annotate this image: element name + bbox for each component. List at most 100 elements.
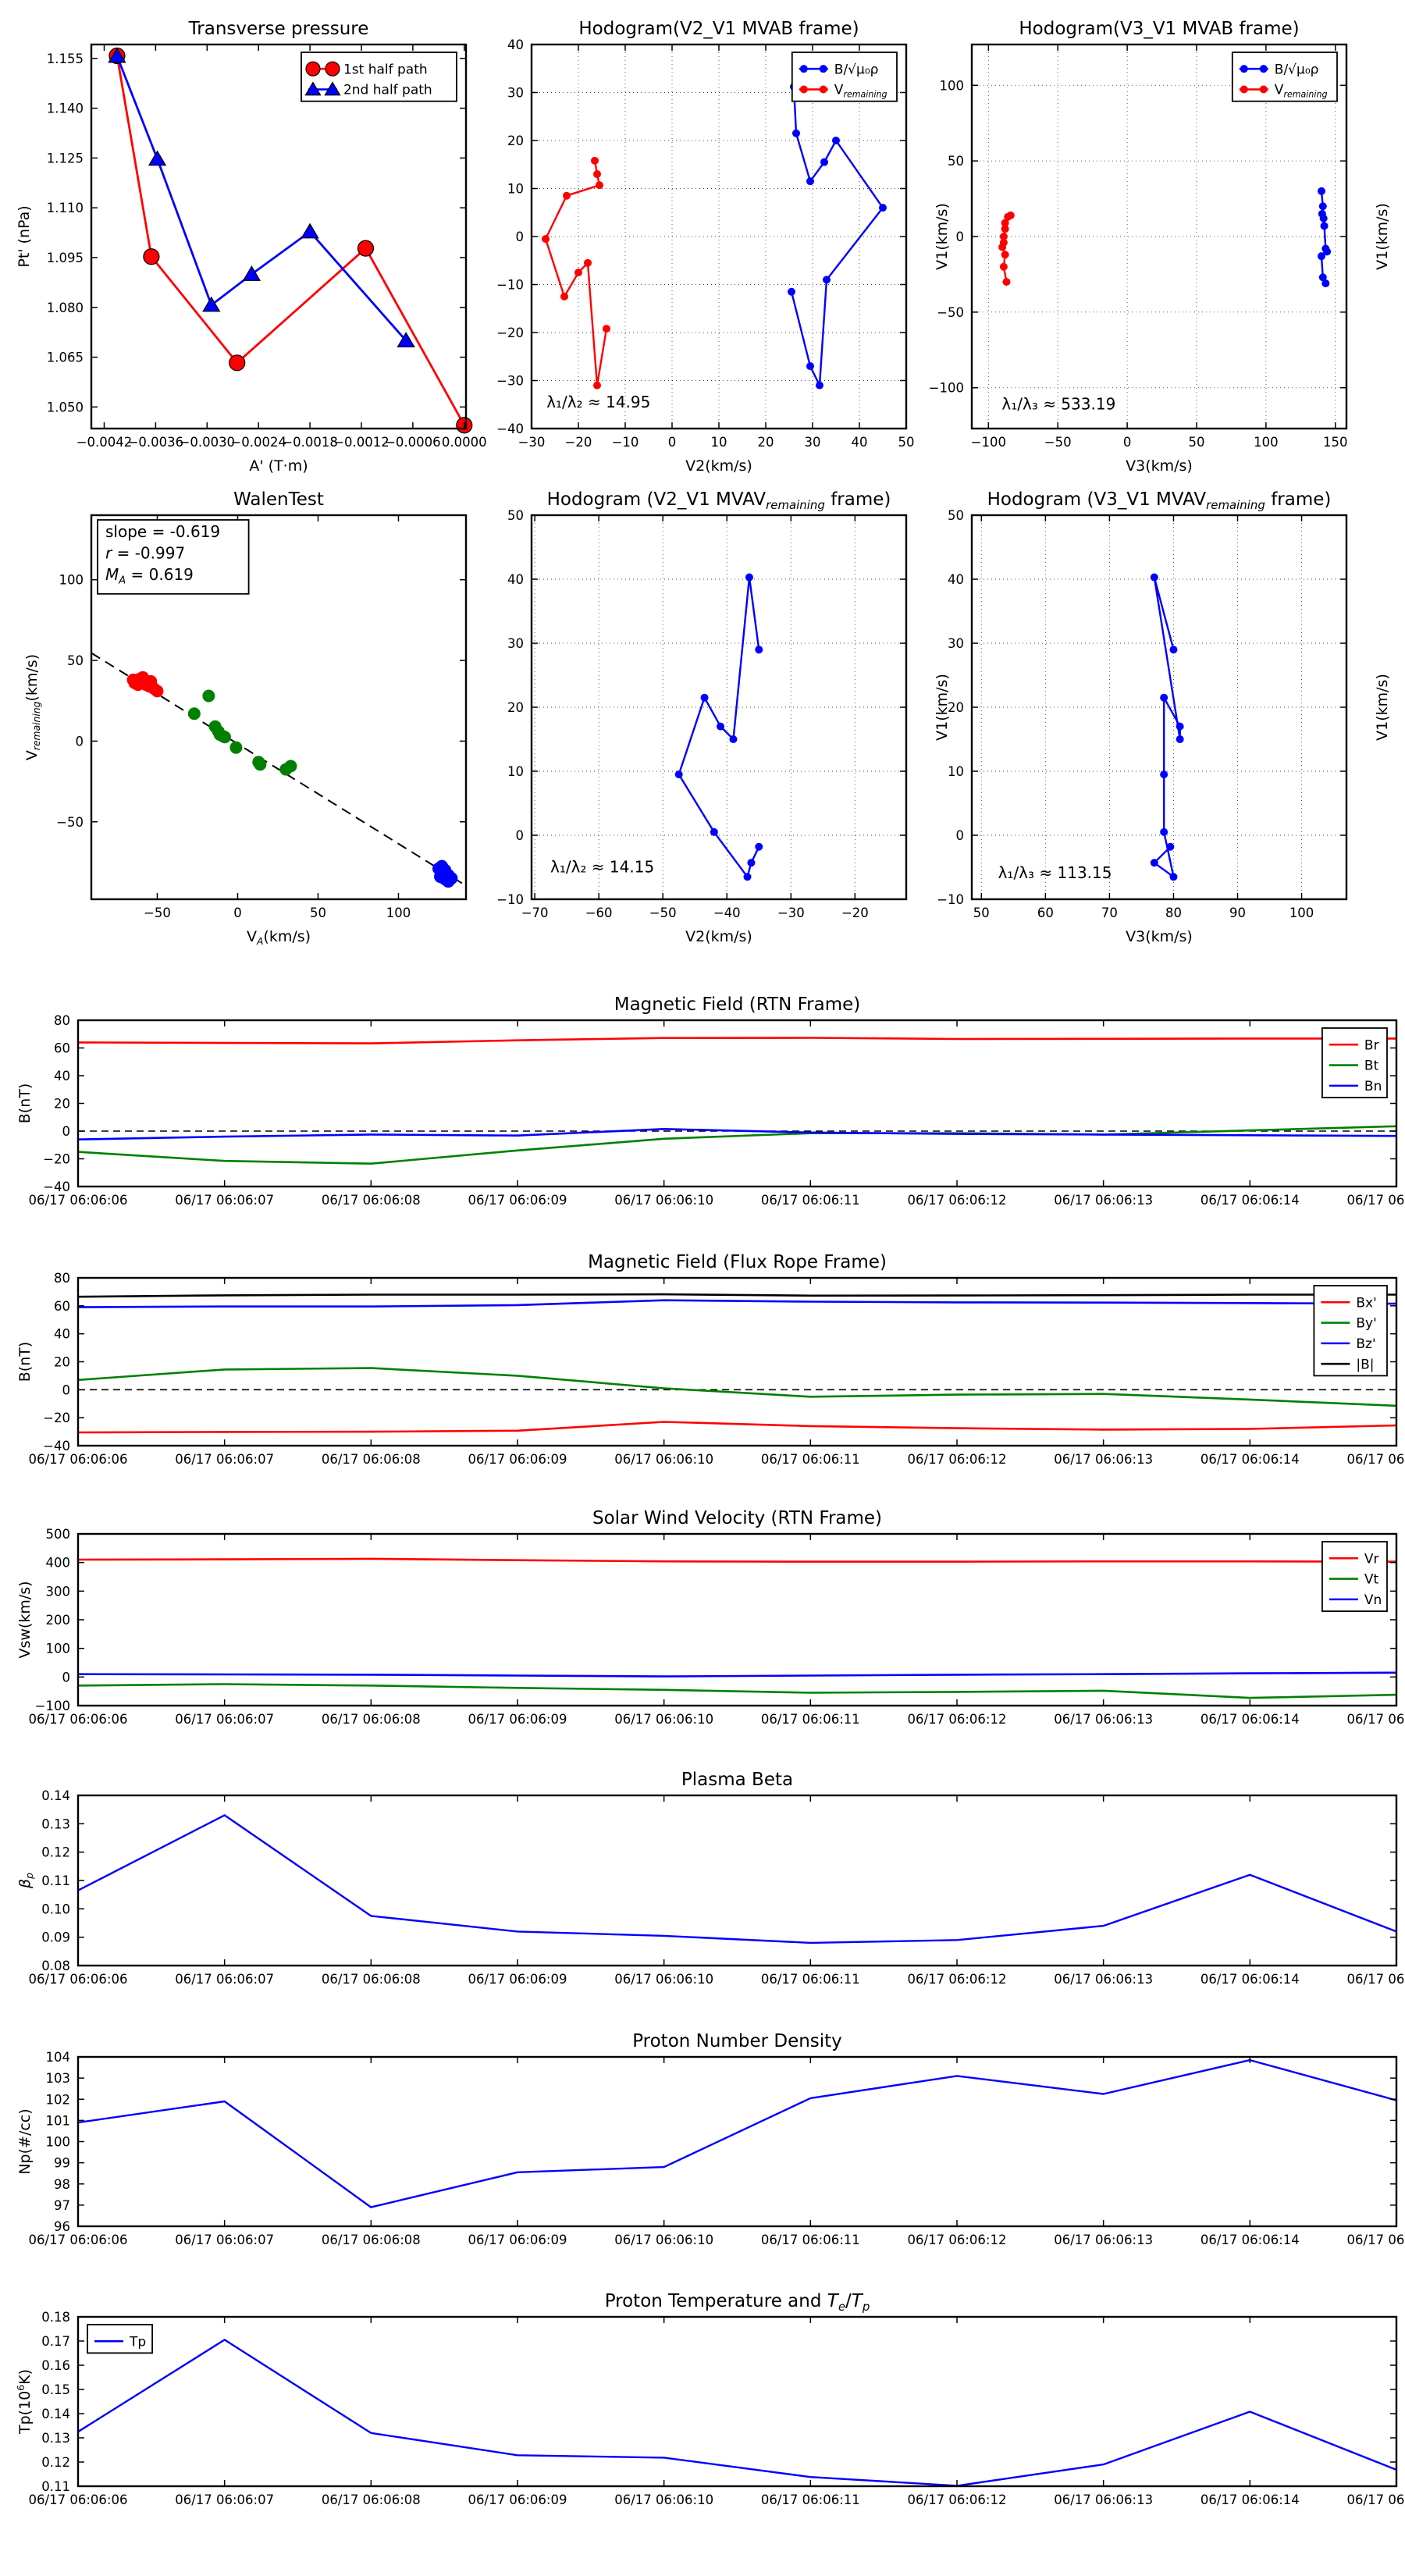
transverse-pressure-xlabel: A' (T·m) [249, 457, 308, 475]
proton-density-xtick-label: 06/17 06:06:07 [175, 2233, 274, 2247]
magnetic-fluxrope-series-B-magnitude [77, 1293, 1396, 1298]
magnetic-rtn-legend-label: Br [1364, 1037, 1379, 1053]
hodogram-v2v1-mvab-title: Hodogram(V2_V1 MVAB frame) [578, 19, 859, 39]
marker-dot [745, 573, 753, 582]
magnetic-fluxrope-xtick-label: 06/17 06:06:06 [29, 1452, 128, 1467]
walen-test-title: WalenTest [233, 489, 324, 510]
proton-density-xtick-label: 06/17 06:06:11 [761, 2233, 860, 2247]
marker-dot [560, 292, 568, 301]
proton-temp-legend-label: Tp [129, 2334, 146, 2350]
hodogram-v2v1-mvab-xtick-label: −10 [612, 435, 639, 450]
proton-density-ytick-label: 96 [54, 2219, 70, 2234]
transverse-pressure-ytick-label: 1.050 [47, 400, 84, 415]
magnetic-fluxrope-xtick-label: 06/17 06:06:13 [1054, 1452, 1153, 1467]
marker-dot [755, 842, 763, 851]
hodogram-v3v1-mvab-plot: −100 −50 0 50 100 150 −100 −50 0 50 100 Hodogram(V3… [929, 19, 1391, 475]
proton-temp-ytick-label: 0.12 [41, 2455, 70, 2470]
hodogram-v2v1-mvab-ytick-label: 0 [516, 229, 525, 244]
marker-dot [823, 276, 831, 284]
hodogram-v2v1-mvab-legend-label: B/√μ₀ρ [834, 62, 879, 77]
marker-dot [710, 827, 718, 836]
marker-dot [603, 325, 610, 333]
velocity-rtn-title: Solar Wind Velocity (RTN Frame) [592, 1508, 882, 1528]
marker-dot [799, 85, 808, 94]
walen-test-xtick-label: 100 [386, 906, 411, 920]
magnetic-fluxrope-xtick-label: 06/17 06:06:14 [1200, 1452, 1300, 1467]
walen-test-markers-middle-points [187, 689, 297, 776]
walen-test-markers-second-half-points [432, 859, 458, 888]
marker-dot [254, 758, 267, 771]
plasma-beta-ytick-label: 0.13 [41, 1816, 70, 1831]
walen-test-stats-row: r = -0.997 [105, 544, 185, 563]
magnetic-fluxrope-panel: 06/17 06:06:06 06/17 06:06:07 06/17 06:06:… [16, 1252, 1405, 1467]
proton-density-ylabel: Np(#/cc) [16, 2108, 34, 2174]
hodogram-v2v1-mvav-title: Hodogram (V2_V1 MVAVremaining frame) [547, 489, 891, 512]
hodogram-v2v1-mvab-xtick-label: 10 [711, 435, 727, 450]
magnetic-rtn-xtick-label: 06/17 06:06:09 [468, 1193, 567, 1208]
magnetic-rtn-ytick-label: −40 [43, 1179, 70, 1194]
hodogram-v3v1-mvab-markers-B-over-sqrt-mu0rho [1318, 187, 1332, 288]
hodogram-v3v1-mvav-xtick-label: 60 [1037, 906, 1054, 920]
proton-temp-xtick-label: 06/17 06:06:10 [614, 2492, 713, 2507]
transverse-pressure-ytick-label: 1.140 [47, 101, 84, 116]
magnetic-fluxrope-xtick-label: 06/17 06:06:10 [614, 1452, 713, 1467]
magnetic-fluxrope-ytick-label: −20 [43, 1411, 70, 1425]
walen-test-ytick-label: 100 [59, 573, 84, 588]
marker-dot [999, 262, 1008, 271]
proton-temp-canvas: 06/17 06:06:06 06/17 06:06:07 06/17 06:06:… [16, 2291, 1405, 2507]
transverse-pressure-ytick-label: 1.125 [47, 151, 84, 165]
magnetic-rtn-legend: Br Bt Bn [1321, 1027, 1388, 1098]
hodogram-v2v1-mvab-series-B-over-sqrt-mu0rho [790, 87, 884, 386]
hodogram-v3v1-mvav-canvas: 50 60 70 80 90 100 −10 0 10 20 30 40 50 Hodogram (V3_… [937, 489, 1391, 945]
velocity-rtn-ytick-label: 100 [46, 1642, 71, 1656]
transverse-pressure-ytick-label: 1.095 [47, 251, 84, 265]
proton-temp-plot-area [78, 2317, 1396, 2486]
magnetic-rtn-legend-label: Bn [1364, 1079, 1382, 1094]
velocity-rtn-xtick-label: 06/17 06:06:15 [1347, 1712, 1405, 1727]
hodogram-v2v1-mvab-series-V-remaining [544, 160, 608, 386]
walen-test-stats-row: MA = 0.619 [105, 565, 194, 586]
plasma-beta-xtick-label: 06/17 06:06:07 [175, 1972, 274, 1987]
marker-dot [1240, 65, 1248, 73]
plasma-beta-xtick-label: 06/17 06:06:06 [29, 1972, 128, 1987]
hodogram-v3v1-mvav-title: Hodogram (V3_V1 MVAVremaining frame) [987, 489, 1332, 512]
plasma-beta-ytick-label: 0.08 [41, 1959, 70, 1973]
hodogram-v2v1-mvav-xtick-label: −70 [521, 906, 549, 920]
plasma-beta-ytick-label: 0.14 [41, 1788, 70, 1803]
plasma-beta-series-beta-p [77, 1814, 1397, 1944]
proton-temp-xtick-label: 06/17 06:06:09 [468, 2492, 567, 2507]
magnetic-rtn-xtick-label: 06/17 06:06:12 [908, 1193, 1007, 1208]
plasma-beta-ticks: 06/17 06:06:06 06/17 06:06:07 06/17 06:06:… [29, 1788, 1405, 1987]
transverse-pressure-frame [90, 43, 468, 430]
magnetic-fluxrope-ytick-label: 20 [54, 1355, 70, 1370]
plasma-beta-plot-area [78, 1795, 1396, 1966]
magnetic-rtn-xtick-label: 06/17 06:06:13 [1054, 1193, 1153, 1208]
hodogram-v2v1-mvab-xtick-label: 0 [668, 435, 677, 450]
hodogram-v3v1-mvab-legend: B/√μ₀ρ Vremaining [1231, 52, 1338, 102]
proton-density-ytick-label: 100 [46, 2135, 71, 2150]
marker-dot [1176, 735, 1184, 743]
hodogram-v2v1-mvav-xtick-label: −20 [841, 906, 869, 920]
proton-temp-xtick-label: 06/17 06:06:08 [322, 2492, 421, 2507]
hodogram-v3v1-mvav-plot: 50 60 70 80 90 100 −10 0 10 20 30 40 50 Hodogram (V3_… [937, 489, 1391, 945]
magnetic-fluxrope-ytick-label: 80 [54, 1271, 70, 1286]
marker-dot [820, 158, 828, 166]
marker-dot [593, 381, 601, 390]
marker-dot [729, 735, 738, 743]
magnetic-fluxrope-xtick-label: 06/17 06:06:15 [1347, 1452, 1405, 1467]
velocity-rtn-legend: Vr Vt Vn [1321, 1541, 1388, 1612]
velocity-rtn-xtick-label: 06/17 06:06:08 [322, 1712, 421, 1727]
hodogram-v3v1-mvav-ytick-label: 40 [948, 572, 964, 587]
hodogram-v3v1-mvab-ytick-label: 0 [956, 229, 965, 244]
velocity-rtn-panel: 06/17 06:06:06 06/17 06:06:07 06/17 06:06:… [16, 1508, 1405, 1727]
marker-dot [743, 873, 752, 881]
magnetic-fluxrope-series-Bz-prime [77, 1299, 1397, 1308]
marker-triangle [242, 265, 261, 281]
marker-dot [151, 685, 164, 698]
proton-temp-xtick-label: 06/17 06:06:15 [1347, 2492, 1405, 2507]
velocity-rtn-legend-label: Vn [1364, 1592, 1382, 1608]
hodogram-v2v1-mvab-xtick-label: 40 [852, 435, 868, 450]
plasma-beta-ytick-label: 0.11 [41, 1873, 70, 1888]
magnetic-rtn-ticks: 06/17 06:06:06 06/17 06:06:07 06/17 06:06:… [29, 1013, 1405, 1208]
hodogram-v2v1-mvab-ytick-label: 30 [507, 86, 524, 101]
